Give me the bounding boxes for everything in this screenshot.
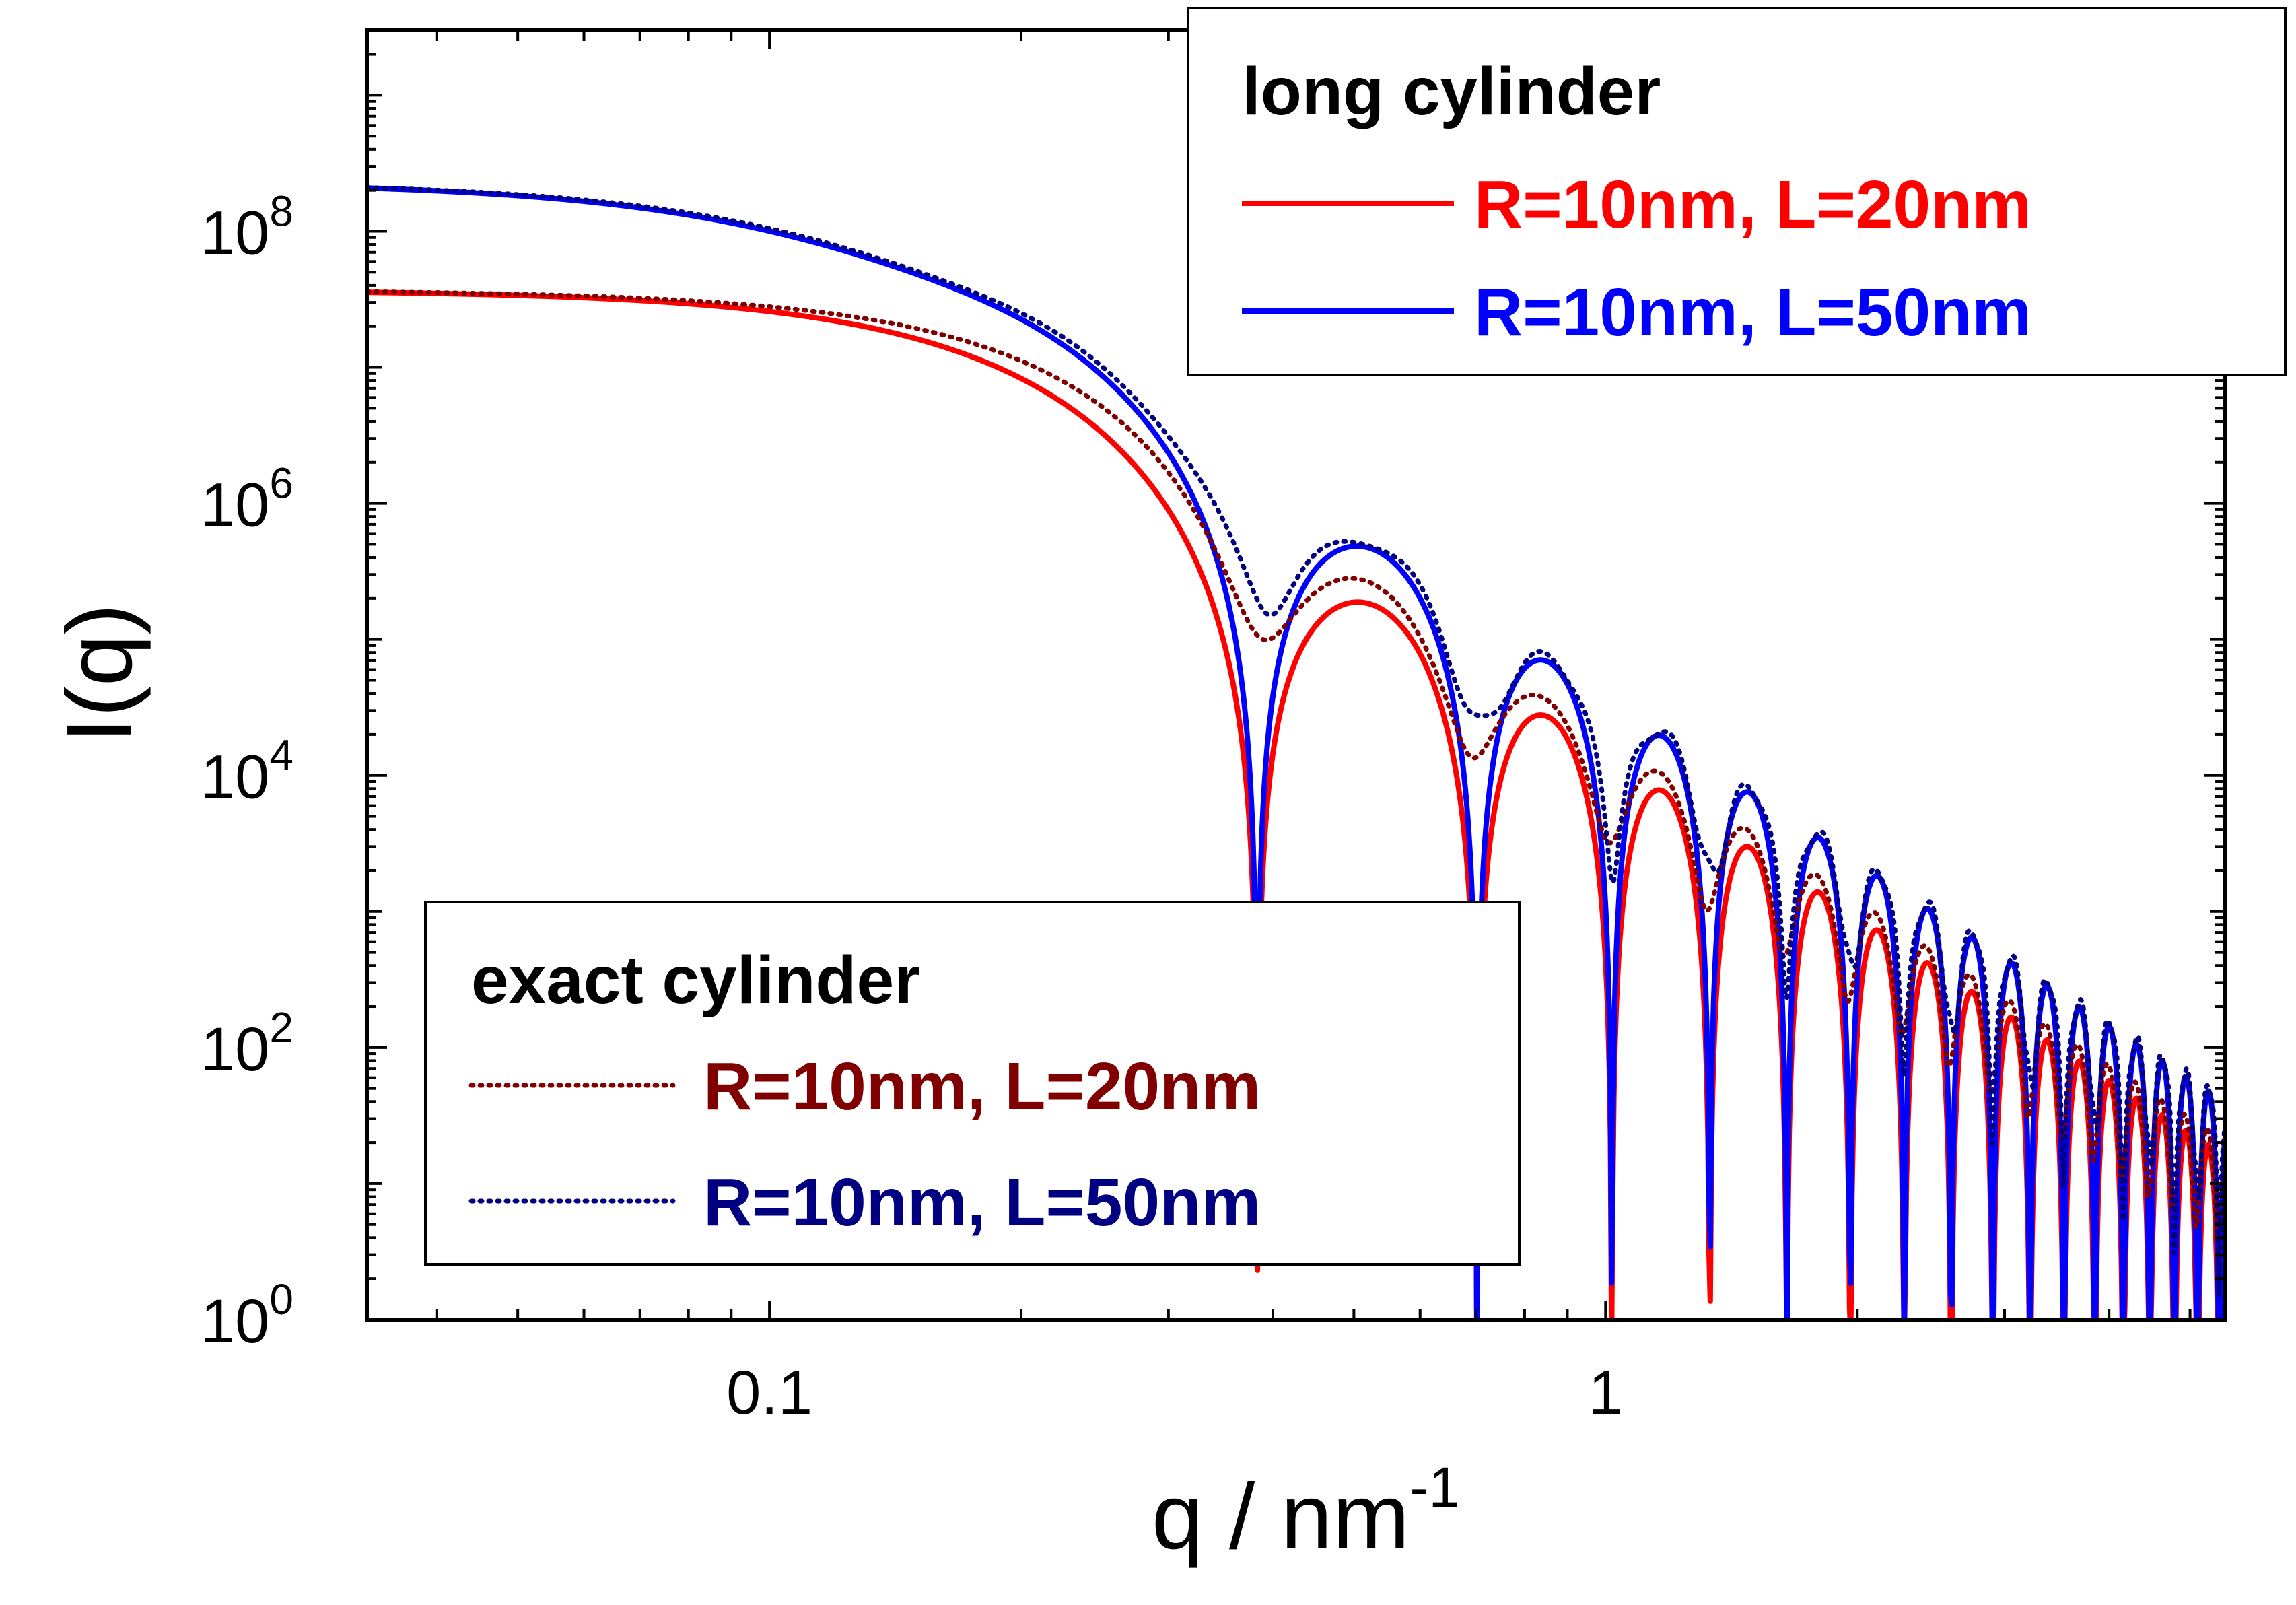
x-tick-label: 1 bbox=[1589, 1359, 1623, 1427]
series-layer bbox=[367, 185, 2225, 1320]
y-tick-label: 104 bbox=[201, 731, 293, 812]
y-tick-label: 106 bbox=[201, 459, 293, 540]
legend-exact-cylinder: exact cylinder R=10nm, L=20nm R=10nm, L=… bbox=[424, 901, 1521, 1266]
y-tick-label: 108 bbox=[201, 186, 293, 267]
legend-label-long-20: R=10nm, L=20nm bbox=[1474, 167, 2031, 242]
series-line-long-L50 bbox=[367, 185, 2225, 1320]
legend-long-cylinder-title: long cylinder bbox=[1242, 54, 1661, 129]
y-tick-label: 100 bbox=[201, 1275, 293, 1356]
legend-label-exact-20: R=10nm, L=20nm bbox=[703, 1049, 1261, 1124]
legend-label-exact-50: R=10nm, L=50nm bbox=[703, 1165, 1261, 1240]
legend-label-long-50: R=10nm, L=50nm bbox=[1474, 275, 2031, 350]
x-axis-title-exponent: -1 bbox=[1410, 1456, 1460, 1519]
legend-exact-cylinder-title: exact cylinder bbox=[471, 943, 920, 1018]
series-line-exact-L20 bbox=[367, 289, 2225, 1244]
tick-labels: 0.1 1 100 102 104 106 108 bbox=[201, 186, 1623, 1427]
series-line-long-L20 bbox=[367, 289, 2225, 1320]
legend-exact-cylinder-box bbox=[424, 901, 1521, 1266]
y-tick-label: 102 bbox=[201, 1003, 293, 1084]
x-axis-title: q / nm-1 bbox=[1152, 1456, 1460, 1569]
y-axis-title: I(q) bbox=[48, 604, 151, 743]
x-tick-label: 0.1 bbox=[726, 1359, 812, 1427]
legend-long-cylinder: long cylinder R=10nm, L=20nm R=10nm, L=5… bbox=[1187, 7, 2287, 376]
legend-long-cylinder-box bbox=[1187, 7, 2287, 376]
series-line-exact-L50 bbox=[367, 185, 2225, 1299]
